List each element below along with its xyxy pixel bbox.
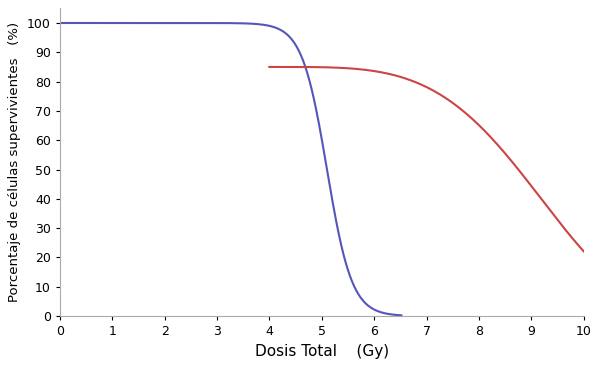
Y-axis label: Porcentaje de células supervivientes   (%): Porcentaje de células supervivientes (%) [8, 22, 22, 302]
X-axis label: Dosis Total    (Gy): Dosis Total (Gy) [254, 344, 389, 359]
